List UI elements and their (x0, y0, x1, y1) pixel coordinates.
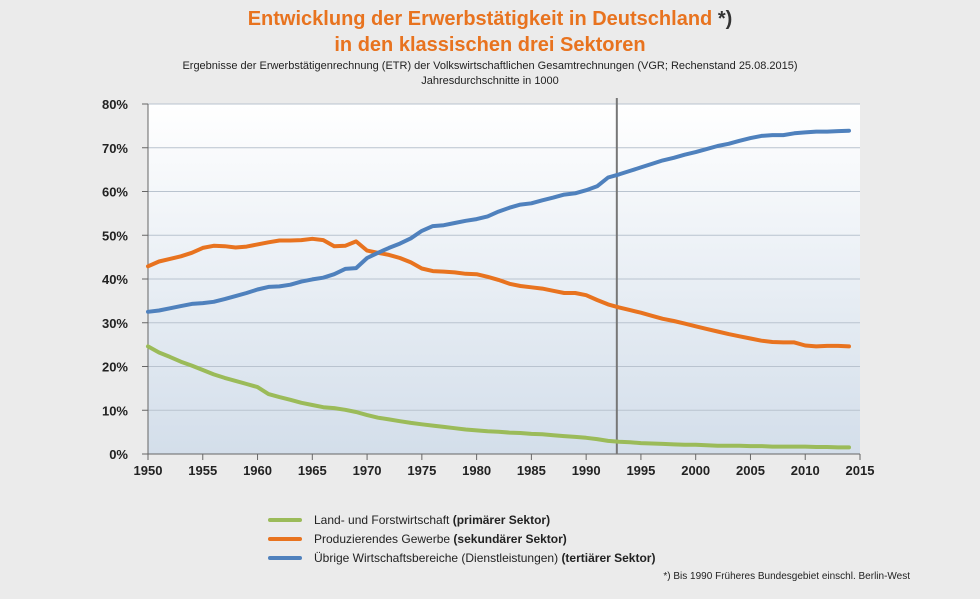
x-tick-label: 1980 (462, 463, 491, 478)
gridlines (148, 103, 860, 411)
legend-label-primary: Land- und Forstwirtschaft (314, 513, 453, 527)
legend-label-secondary: Produzierendes Gewerbe (314, 532, 454, 546)
footnote: *) Bis 1990 Früheres Bundesgebiet einsch… (663, 571, 910, 582)
y-tick-label: 30% (102, 316, 128, 331)
legend-label-primary-bold: (primärer Sektor) (452, 513, 551, 527)
x-tick-label: 1995 (626, 463, 655, 478)
x-tick-label: 2010 (791, 463, 820, 478)
legend-swatch-primary (268, 518, 302, 522)
x-tick-label: 1950 (134, 463, 163, 478)
x-tick-label: 1990 (572, 463, 601, 478)
data-series (146, 128, 851, 450)
y-tick-label: 70% (102, 141, 128, 156)
legend-label-tertiary: Übrige Wirtschaftsbereiche (Dienstleistu… (314, 551, 562, 565)
y-tick-label: 10% (102, 403, 128, 418)
x-tick-label: 2005 (736, 463, 765, 478)
y-tick-label: 80% (102, 97, 128, 112)
series-secondary-line (146, 236, 851, 349)
chart-unit-subtitle: Jahresdurchschnitte in 1000 (421, 75, 559, 87)
x-tick-label: 1965 (298, 463, 327, 478)
x-tick-label: 2000 (681, 463, 710, 478)
legend-swatch-secondary (268, 537, 302, 541)
legend-item-primary: Land- und Forstwirtschaft (primärer Sekt… (268, 511, 550, 529)
line-chart: 0%10%20%30%40%50%60%70%80% 1950 1955 1960 1… (102, 97, 875, 478)
x-axis: 1950 1955 1960 1965 1970 1975 1980 1985 1990 1995… (134, 453, 875, 478)
y-tick-label: 20% (102, 360, 128, 375)
legend-label-secondary-bold: (sekundärer Sektor) (453, 532, 567, 546)
y-tick-label: 60% (102, 185, 128, 200)
legend-item-secondary: Produzierendes Gewerbe (sekundärer Sekto… (268, 530, 567, 548)
chart-title-line2: in den klassischen drei Sektoren (334, 34, 646, 56)
y-tick-label: 0% (109, 447, 128, 462)
series-primary-line (146, 344, 851, 450)
x-tick-label: 1970 (353, 463, 382, 478)
chart-title: Entwicklung der Erwerbstätigkeit in Deut… (0, 8, 980, 31)
legend-label-tertiary-bold: (tertiärer Sektor) (561, 551, 656, 565)
legend-item-tertiary: Übrige Wirtschaftsbereiche (Dienstleistu… (268, 549, 655, 567)
y-tick-label: 50% (102, 228, 128, 243)
series-tertiary-line (146, 128, 851, 314)
y-tick-label: 40% (102, 272, 128, 287)
footnote-marker: *) (717, 8, 733, 30)
x-tick-label: 1955 (188, 463, 217, 478)
x-tick-label: 2015 (846, 463, 875, 478)
chart-subtitle: Ergebnisse der Erwerbstätigenrechnung (E… (182, 60, 798, 72)
y-axis: 0% 10% 20% 30% 40% 50% 60% 70% 80% (102, 97, 149, 462)
legend-swatch-tertiary (268, 556, 302, 560)
x-tick-label: 1960 (243, 463, 272, 478)
x-tick-label: 1985 (517, 463, 546, 478)
x-tick-label: 1975 (407, 463, 436, 478)
chart-title-text: Entwicklung der Erwerbstätigkeit in Deut… (247, 8, 713, 30)
